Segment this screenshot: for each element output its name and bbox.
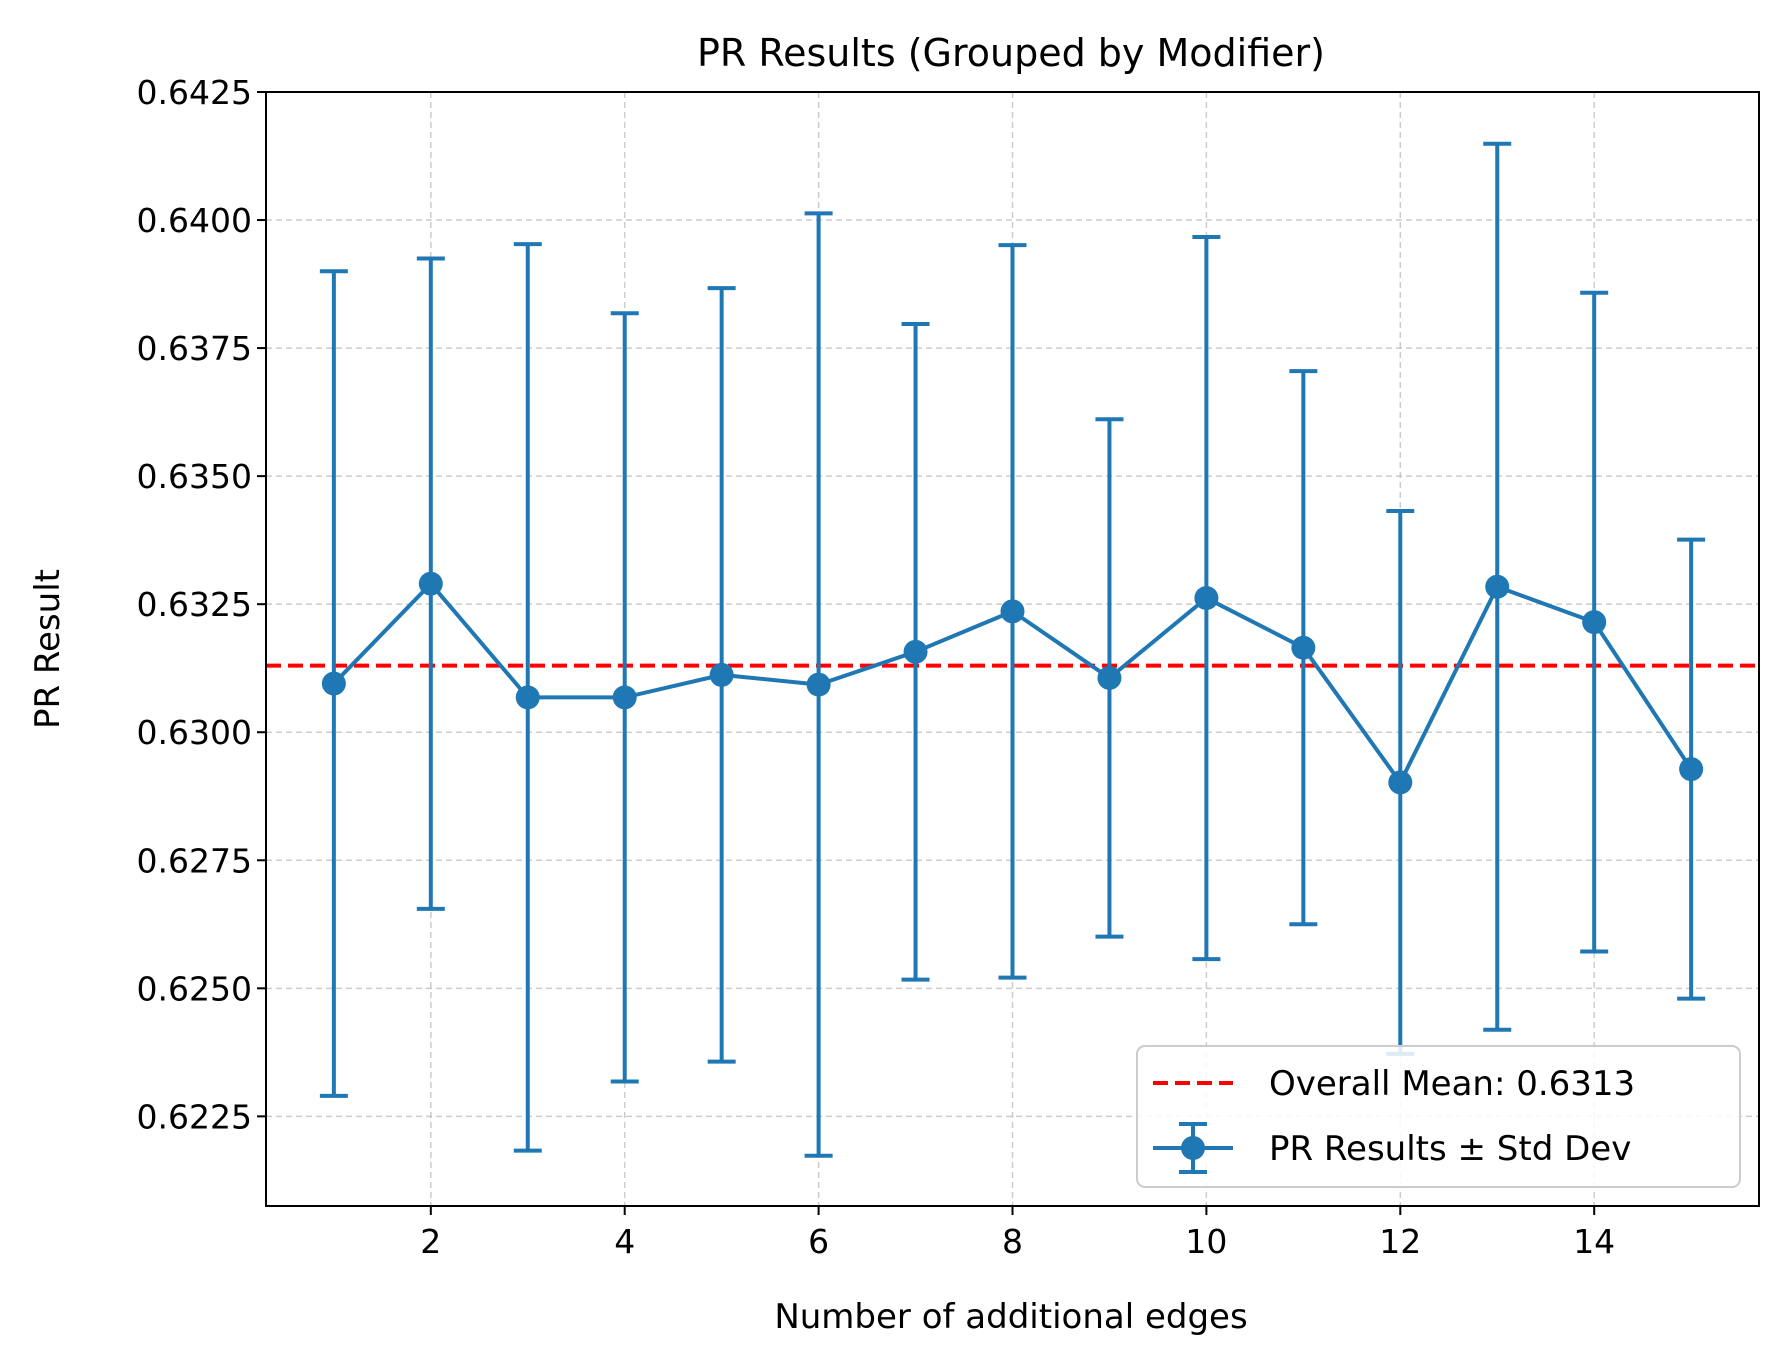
data-point	[418, 571, 443, 596]
y-tick-label: 0.6325	[137, 585, 252, 624]
y-tick-label: 0.6375	[137, 329, 252, 368]
y-tick-label: 0.6250	[137, 969, 252, 1008]
data-point	[903, 639, 928, 664]
y-tick-label: 0.6275	[137, 841, 252, 880]
data-point	[612, 685, 637, 710]
x-axis-label: Number of additional edges	[774, 1297, 1247, 1337]
x-tick-label: 2	[420, 1222, 441, 1261]
data-point	[1194, 586, 1219, 611]
data-point	[1291, 635, 1316, 660]
y-axis-label: PR Result	[28, 569, 68, 729]
legend-box	[1136, 1045, 1741, 1188]
legend-series-label: PR Results ± Std Dev	[1269, 1129, 1631, 1169]
y-tick-label: 0.6225	[137, 1097, 252, 1136]
data-point	[321, 671, 346, 696]
data-point	[1582, 610, 1607, 635]
data-point	[709, 662, 734, 687]
y-tick-label: 0.6350	[137, 457, 252, 496]
legend-series-swatch	[1153, 1122, 1233, 1174]
legend: Overall Mean: 0.6313 PR Results ± Std De…	[1136, 1045, 1741, 1188]
x-tick-label: 14	[1573, 1222, 1615, 1261]
chart-title: PR Results (Grouped by Modifier)	[697, 31, 1325, 75]
legend-mean-label: Overall Mean: 0.6313	[1269, 1064, 1635, 1104]
data-point	[1485, 574, 1510, 599]
data-point	[515, 685, 540, 710]
series-layer	[319, 141, 1706, 1158]
y-tick-label: 0.6400	[137, 201, 252, 240]
x-tick-label: 6	[808, 1222, 829, 1261]
x-tick-label: 8	[1002, 1222, 1023, 1261]
tick-layer: 2 4 6 8 10 12 14 0.6225 0.6250 0.6275 0.6300 0.6325…	[137, 73, 1616, 1261]
data-point	[1679, 757, 1704, 782]
data-point	[806, 672, 831, 697]
data-point	[1388, 770, 1413, 795]
x-tick-label: 4	[614, 1222, 635, 1261]
y-tick-label: 0.6425	[137, 73, 252, 112]
y-tick-label: 0.6300	[137, 713, 252, 752]
x-tick-label: 10	[1185, 1222, 1227, 1261]
data-point	[1000, 599, 1025, 624]
x-tick-label: 12	[1379, 1222, 1421, 1261]
data-point	[1097, 665, 1122, 690]
